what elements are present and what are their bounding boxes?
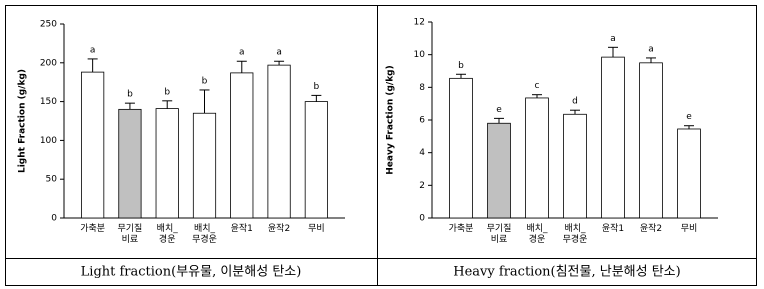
- significance-letter: b: [458, 61, 464, 71]
- bar: [230, 72, 254, 219]
- bar: [118, 108, 142, 219]
- bar: [563, 113, 587, 219]
- y-tick-label: 10: [414, 50, 426, 60]
- bar: [155, 108, 179, 219]
- x-tick-label: 가축분: [80, 224, 106, 234]
- significance-letter: a: [90, 45, 96, 55]
- significance-letter: b: [127, 90, 133, 100]
- x-tick-label: 가축분: [448, 224, 474, 234]
- y-tick-label: 200: [40, 58, 57, 68]
- y-tick-label: 0: [51, 214, 57, 224]
- y-tick-label: 0: [419, 214, 425, 224]
- y-tick-label: 250: [40, 20, 57, 30]
- y-tick-label: 50: [46, 175, 58, 185]
- significance-letter: b: [202, 76, 208, 86]
- x-tick-label: 무비: [680, 224, 698, 234]
- bar: [81, 71, 105, 219]
- y-tick-label: 12: [414, 18, 425, 28]
- bar: [449, 77, 473, 219]
- x-tick-label: 배치_ 경운: [526, 224, 548, 245]
- significance-letter: c: [535, 81, 540, 91]
- x-tick-label: 윤작1: [601, 224, 625, 234]
- bar: [601, 56, 625, 219]
- y-tick-label: 150: [40, 97, 57, 107]
- significance-letter: b: [313, 82, 319, 92]
- x-tick-label: 무기질 비료: [117, 224, 143, 245]
- significance-letter: a: [239, 48, 245, 58]
- table-border: [5, 5, 757, 286]
- x-tick-label: 배치_ 경운: [156, 224, 178, 245]
- x-tick-label: 윤작2: [639, 224, 663, 234]
- bar: [525, 97, 549, 219]
- x-tick-label: 무비: [308, 224, 325, 234]
- y-tick-label: 8: [419, 83, 425, 93]
- x-tick-label: 무기질 비료: [486, 224, 512, 245]
- x-tick-label: 배치_ 무경운: [192, 224, 217, 245]
- x-tick-label: 배치_ 무경운: [562, 224, 588, 245]
- significance-letter: b: [164, 87, 170, 97]
- significance-letter: d: [572, 97, 578, 107]
- bar: [639, 62, 663, 219]
- significance-letter: e: [496, 105, 502, 115]
- caption: Light fraction(부유물, 이분해성 탄소): [81, 265, 302, 280]
- y-tick-label: 100: [40, 136, 57, 146]
- caption: Heavy fraction(침전물, 난분해성 탄소): [453, 265, 680, 280]
- y-axis-label: Light Fraction (g/kg): [18, 69, 28, 173]
- significance-letter: a: [648, 44, 654, 54]
- bar: [487, 122, 511, 219]
- y-axis-label: Heavy Fraction (g/kg): [386, 65, 396, 175]
- bar: [192, 112, 217, 219]
- significance-letter: a: [276, 48, 282, 58]
- x-tick-label: 윤작1: [230, 224, 253, 234]
- x-tick-label: 윤작2: [267, 224, 291, 234]
- bar: [304, 101, 328, 219]
- bar: [677, 128, 701, 219]
- significance-letter: e: [686, 112, 692, 122]
- significance-letter: a: [610, 34, 616, 44]
- bar: [267, 64, 291, 219]
- y-tick-label: 2: [419, 181, 425, 191]
- y-tick-label: 4: [419, 148, 425, 158]
- y-tick-label: 6: [419, 116, 425, 126]
